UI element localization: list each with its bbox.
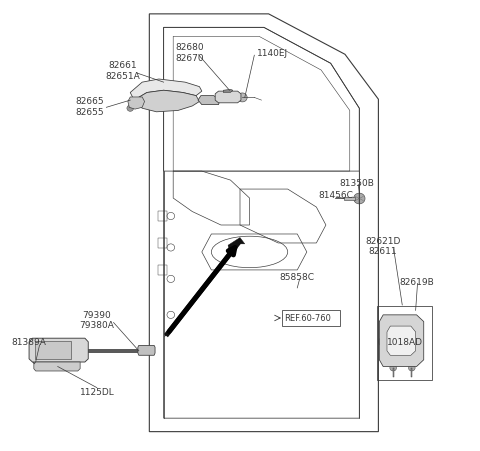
Circle shape xyxy=(238,94,247,103)
Polygon shape xyxy=(387,327,416,355)
Polygon shape xyxy=(411,368,412,377)
Text: 81389A: 81389A xyxy=(12,337,47,346)
Text: 79390
79380A: 79390 79380A xyxy=(79,310,114,329)
Circle shape xyxy=(390,365,396,371)
Text: 1140EJ: 1140EJ xyxy=(257,49,288,58)
Polygon shape xyxy=(29,338,88,362)
Circle shape xyxy=(354,193,365,204)
Polygon shape xyxy=(393,368,394,377)
Polygon shape xyxy=(198,97,220,106)
Polygon shape xyxy=(132,91,199,113)
Polygon shape xyxy=(34,362,80,371)
Circle shape xyxy=(378,337,388,346)
Text: 82665
82655: 82665 82655 xyxy=(75,97,104,116)
Text: 81350B: 81350B xyxy=(339,179,374,188)
Circle shape xyxy=(35,346,44,355)
Text: REF.60-760: REF.60-760 xyxy=(284,313,331,322)
Circle shape xyxy=(75,346,85,355)
Polygon shape xyxy=(128,98,144,110)
Polygon shape xyxy=(138,345,155,355)
Polygon shape xyxy=(35,341,71,359)
Polygon shape xyxy=(344,198,356,200)
Circle shape xyxy=(408,365,415,371)
Text: 85858C: 85858C xyxy=(280,272,315,281)
Polygon shape xyxy=(130,80,202,101)
Polygon shape xyxy=(379,315,424,367)
Text: 1018AD: 1018AD xyxy=(387,337,423,346)
Text: 1125DL: 1125DL xyxy=(80,387,114,396)
Text: 82680
82670: 82680 82670 xyxy=(176,43,204,63)
Text: 81456C: 81456C xyxy=(318,190,353,199)
Text: 82619B: 82619B xyxy=(399,277,434,286)
Polygon shape xyxy=(165,244,239,336)
Text: 82661
82651A: 82661 82651A xyxy=(106,61,141,81)
Polygon shape xyxy=(215,92,241,104)
Circle shape xyxy=(127,106,133,112)
Text: 82621D
82611: 82621D 82611 xyxy=(365,236,401,255)
Polygon shape xyxy=(228,238,245,253)
Circle shape xyxy=(33,359,38,364)
Polygon shape xyxy=(223,90,233,93)
